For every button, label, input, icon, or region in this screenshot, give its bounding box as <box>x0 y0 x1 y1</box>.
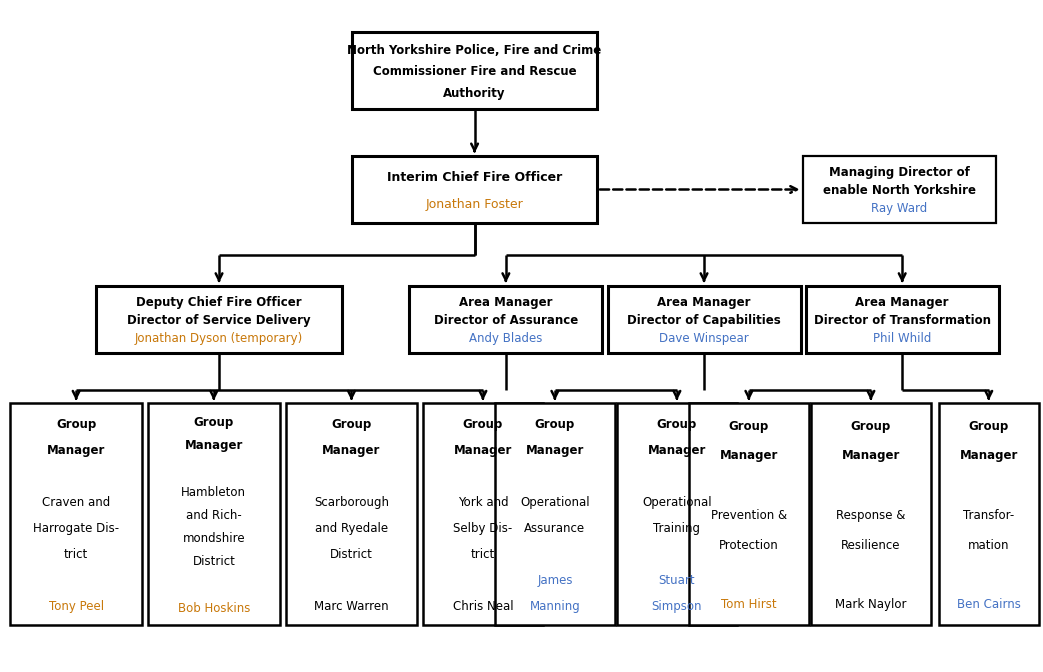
Text: Group: Group <box>332 418 371 431</box>
Text: Director of Assurance: Director of Assurance <box>434 314 578 327</box>
Text: Operational: Operational <box>642 496 711 509</box>
Text: Response &: Response & <box>836 509 905 522</box>
Text: Manager: Manager <box>185 439 243 452</box>
Text: Stuart: Stuart <box>658 574 696 587</box>
Text: Hambleton: Hambleton <box>181 486 246 499</box>
Text: North Yorkshire Police, Fire and Crime: North Yorkshire Police, Fire and Crime <box>347 44 602 57</box>
Text: Marc Warren: Marc Warren <box>314 600 389 613</box>
Bar <box>286 403 417 625</box>
Text: Interim Chief Fire Officer: Interim Chief Fire Officer <box>387 171 562 184</box>
Text: Manager: Manager <box>648 444 706 457</box>
Bar <box>805 286 998 353</box>
Text: District: District <box>330 548 373 561</box>
Text: Director of Transformation: Director of Transformation <box>814 314 991 327</box>
Bar <box>803 156 995 223</box>
Bar <box>939 403 1039 625</box>
Bar <box>10 403 142 625</box>
Text: District: District <box>192 555 236 569</box>
Text: Group: Group <box>535 418 575 431</box>
Bar <box>423 403 543 625</box>
Text: Mark Naylor: Mark Naylor <box>835 598 906 612</box>
Text: Training: Training <box>653 522 701 535</box>
Bar <box>148 403 280 625</box>
Text: Director of Capabilities: Director of Capabilities <box>627 314 781 327</box>
Text: Phil Whild: Phil Whild <box>873 332 931 345</box>
Text: Group: Group <box>657 418 697 431</box>
Text: Andy Blades: Andy Blades <box>469 332 542 345</box>
Bar <box>353 156 597 223</box>
Text: Group: Group <box>194 417 234 429</box>
Bar <box>811 403 930 625</box>
Text: Group: Group <box>463 418 503 431</box>
Text: and Rich-: and Rich- <box>186 509 242 522</box>
Text: Manager: Manager <box>322 444 381 457</box>
Text: Manager: Manager <box>960 450 1018 462</box>
Text: Commissioner Fire and Rescue: Commissioner Fire and Rescue <box>372 65 577 79</box>
Text: Group: Group <box>729 419 769 433</box>
Text: Harrogate Dis-: Harrogate Dis- <box>33 522 119 535</box>
Bar <box>688 403 808 625</box>
Text: Manager: Manager <box>720 450 778 462</box>
Text: Deputy Chief Fire Officer: Deputy Chief Fire Officer <box>137 296 301 309</box>
Text: Manager: Manager <box>47 444 105 457</box>
Text: trict: trict <box>470 548 495 561</box>
Text: Authority: Authority <box>443 87 506 99</box>
Text: Ray Ward: Ray Ward <box>871 202 927 215</box>
Text: Director of Service Delivery: Director of Service Delivery <box>127 314 311 327</box>
Text: Manning: Manning <box>530 600 580 613</box>
Text: Prevention &: Prevention & <box>711 509 786 522</box>
Bar <box>494 403 615 625</box>
Text: York and: York and <box>458 496 508 509</box>
Text: Dave Winspear: Dave Winspear <box>659 332 749 345</box>
Text: Craven and: Craven and <box>42 496 111 509</box>
Text: Chris Neal: Chris Neal <box>453 600 513 613</box>
Text: Group: Group <box>969 419 1009 433</box>
Text: Area Manager: Area Manager <box>459 296 553 309</box>
Bar <box>607 286 801 353</box>
Text: Selby Dis-: Selby Dis- <box>454 522 512 535</box>
Text: Resilience: Resilience <box>841 539 901 552</box>
Text: Area Manager: Area Manager <box>657 296 751 309</box>
Text: Assurance: Assurance <box>525 522 585 535</box>
Text: Tony Peel: Tony Peel <box>49 600 103 613</box>
Text: Scarborough: Scarborough <box>314 496 389 509</box>
Text: Manager: Manager <box>454 444 512 457</box>
Text: Jonathan Dyson (temporary): Jonathan Dyson (temporary) <box>135 332 304 345</box>
Bar <box>409 286 602 353</box>
Text: Managing Director of: Managing Director of <box>828 167 970 179</box>
Text: Area Manager: Area Manager <box>855 296 949 309</box>
Text: mondshire: mondshire <box>183 532 245 545</box>
Text: Jonathan Foster: Jonathan Foster <box>426 198 524 211</box>
Bar <box>96 286 341 353</box>
Text: Manager: Manager <box>842 450 900 462</box>
Text: Simpson: Simpson <box>652 600 702 613</box>
Text: Group: Group <box>56 418 96 431</box>
Text: Tom Hirst: Tom Hirst <box>721 598 777 612</box>
Bar <box>617 403 736 625</box>
Text: Group: Group <box>851 419 891 433</box>
Text: enable North Yorkshire: enable North Yorkshire <box>823 184 975 198</box>
Text: Protection: Protection <box>719 539 779 552</box>
Text: Bob Hoskins: Bob Hoskins <box>177 601 250 614</box>
Text: Manager: Manager <box>526 444 584 457</box>
Text: mation: mation <box>968 539 1010 552</box>
Text: Ben Cairns: Ben Cairns <box>956 598 1021 612</box>
Text: and Ryedale: and Ryedale <box>315 522 388 535</box>
Text: trict: trict <box>64 548 89 561</box>
Text: James: James <box>537 574 573 587</box>
Text: Operational: Operational <box>520 496 589 509</box>
Bar <box>353 32 597 109</box>
Text: Transfor-: Transfor- <box>963 509 1015 522</box>
